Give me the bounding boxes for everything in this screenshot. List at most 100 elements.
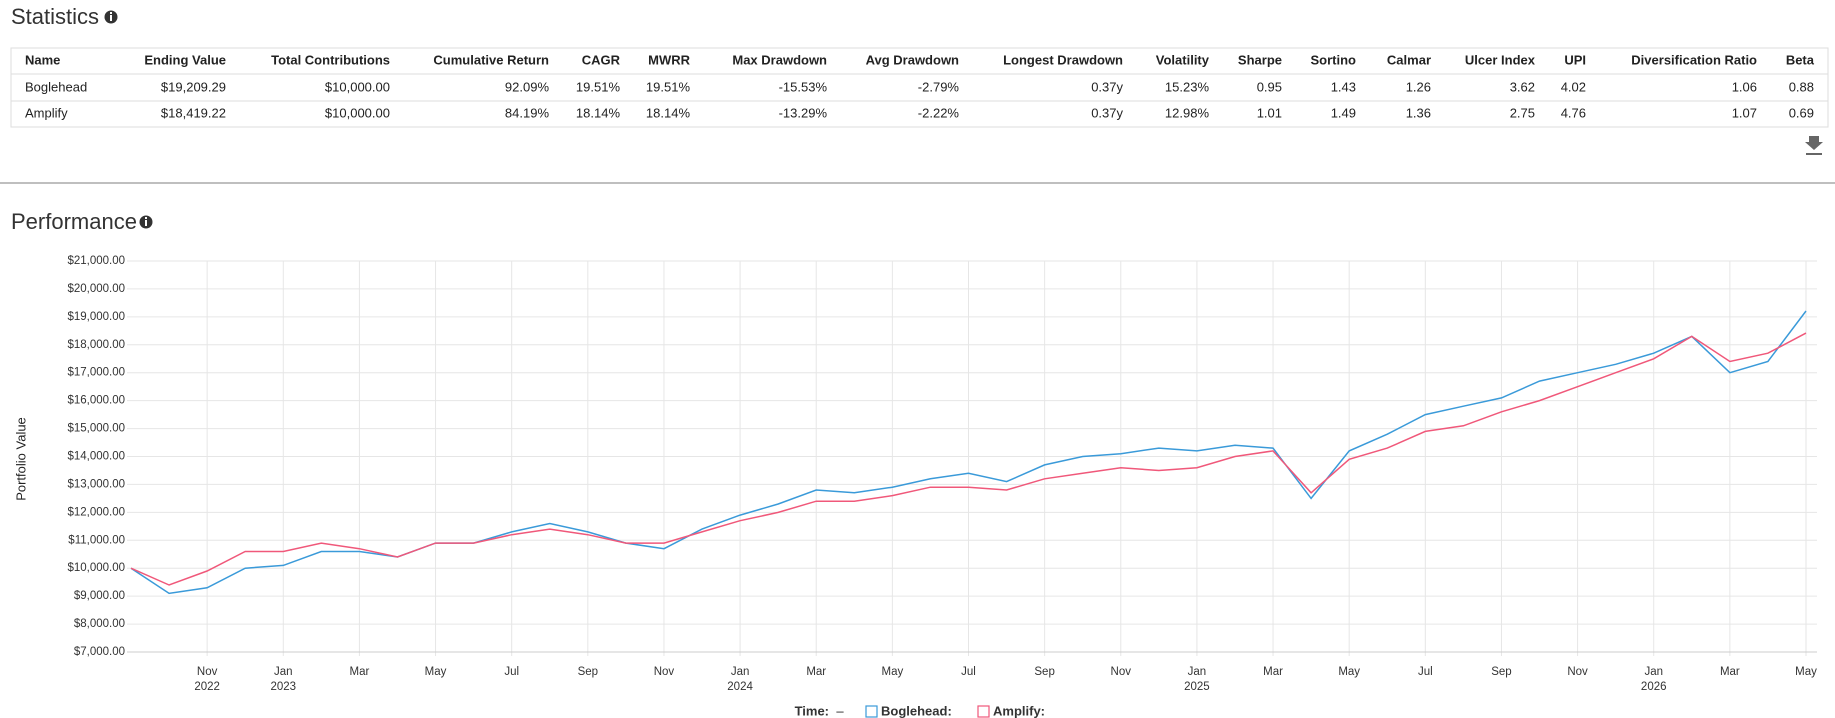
table-cell: 1.01 xyxy=(1257,105,1282,120)
column-header: Longest Drawdown xyxy=(1003,52,1123,67)
info-icon[interactable] xyxy=(139,215,153,229)
table-cell: -2.79% xyxy=(918,79,960,94)
series-line xyxy=(130,332,1807,586)
table-cell: 1.36 xyxy=(1406,105,1431,120)
x-tick-label: Jul xyxy=(504,666,519,678)
x-tick-label: May xyxy=(425,666,447,678)
x-tick-label: Sep xyxy=(578,666,598,678)
legend-item: Amplify: xyxy=(993,703,1045,718)
table-cell: $10,000.00 xyxy=(325,79,390,94)
x-year-label: 2022 xyxy=(194,681,220,693)
table-cell: -13.29% xyxy=(779,105,828,120)
table-cell: 0.69 xyxy=(1789,105,1814,120)
x-tick-label: Jan xyxy=(1644,666,1663,678)
table-cell: 1.26 xyxy=(1406,79,1431,94)
y-tick-label: $15,000.00 xyxy=(67,423,125,435)
table-cell: -2.22% xyxy=(918,105,960,120)
column-header: UPI xyxy=(1564,52,1586,67)
chart-title: Performance xyxy=(11,209,137,234)
table-cell: 3.62 xyxy=(1510,79,1535,94)
table-cell: 0.37y xyxy=(1091,105,1123,120)
table-cell: 4.76 xyxy=(1561,105,1586,120)
table-cell: 19.51% xyxy=(646,79,691,94)
column-header: Diversification Ratio xyxy=(1631,52,1757,67)
table-cell: -15.53% xyxy=(779,79,828,94)
x-year-label: 2024 xyxy=(727,681,753,693)
table-cell: 1.07 xyxy=(1732,105,1757,120)
x-tick-label: Jan xyxy=(731,666,750,678)
download-icon[interactable] xyxy=(1805,136,1823,155)
column-header: Volatility xyxy=(1156,52,1210,67)
table-cell: $18,419.22 xyxy=(161,105,226,120)
column-header: Max Drawdown xyxy=(732,52,827,67)
column-header: Sharpe xyxy=(1238,52,1282,67)
table-cell: $19,209.29 xyxy=(161,79,226,94)
x-year-label: 2023 xyxy=(270,681,296,693)
column-header: Name xyxy=(25,52,60,67)
y-tick-label: $14,000.00 xyxy=(67,451,125,463)
x-tick-label: Mar xyxy=(806,666,826,678)
y-tick-label: $7,000.00 xyxy=(74,646,125,658)
x-tick-label: Mar xyxy=(1720,666,1740,678)
x-tick-label: Jul xyxy=(1418,666,1433,678)
x-tick-label: Sep xyxy=(1034,666,1054,678)
table-cell: 15.23% xyxy=(1165,79,1210,94)
table-cell: 4.02 xyxy=(1561,79,1586,94)
x-tick-label: Mar xyxy=(350,666,370,678)
x-tick-label: Nov xyxy=(1111,666,1132,678)
table-border xyxy=(10,47,1829,128)
table-cell: 18.14% xyxy=(576,105,621,120)
column-header: Avg Drawdown xyxy=(866,52,959,67)
column-header: Ulcer Index xyxy=(1465,52,1536,67)
x-tick-label: Nov xyxy=(654,666,675,678)
x-tick-label: May xyxy=(881,666,903,678)
table-cell: 84.19% xyxy=(505,105,550,120)
y-tick-label: $10,000.00 xyxy=(67,562,125,574)
column-header: Beta xyxy=(1786,52,1815,67)
column-header: MWRR xyxy=(648,52,690,67)
legend-title: Time: xyxy=(795,703,829,718)
y-tick-label: $17,000.00 xyxy=(67,367,125,379)
x-tick-label: Mar xyxy=(1263,666,1283,678)
table-cell: 0.37y xyxy=(1091,79,1123,94)
x-tick-label: Jul xyxy=(961,666,976,678)
table-cell: $10,000.00 xyxy=(325,105,390,120)
column-header: CAGR xyxy=(582,52,621,67)
table-cell: 1.49 xyxy=(1331,105,1356,120)
y-tick-label: $19,000.00 xyxy=(67,311,125,323)
x-tick-label: Nov xyxy=(197,666,218,678)
table-cell: 1.43 xyxy=(1331,79,1356,94)
y-tick-label: $12,000.00 xyxy=(67,506,125,518)
column-header: Total Contributions xyxy=(271,52,390,67)
table-cell: 18.14% xyxy=(646,105,691,120)
table-cell: 2.75 xyxy=(1510,105,1535,120)
legend-swatch xyxy=(977,705,990,718)
y-tick-label: $8,000.00 xyxy=(74,618,125,630)
y-tick-label: $16,000.00 xyxy=(67,395,125,407)
column-header: Calmar xyxy=(1387,52,1431,67)
table-cell: 0.95 xyxy=(1257,79,1282,94)
x-tick-label: May xyxy=(1338,666,1360,678)
legend-swatch xyxy=(865,705,878,718)
statistics-title: Statistics xyxy=(11,4,99,29)
table-cell: 12.98% xyxy=(1165,105,1210,120)
y-tick-label: $9,000.00 xyxy=(74,590,125,602)
table-cell: Amplify xyxy=(25,105,68,120)
y-tick-label: $13,000.00 xyxy=(67,478,125,490)
y-tick-label: $11,000.00 xyxy=(68,534,125,546)
column-header: Ending Value xyxy=(144,52,226,67)
x-tick-label: Jan xyxy=(274,666,293,678)
x-tick-label: Sep xyxy=(1491,666,1511,678)
x-tick-label: Nov xyxy=(1567,666,1588,678)
column-header: Cumulative Return xyxy=(433,52,549,67)
x-year-label: 2026 xyxy=(1641,681,1667,693)
info-icon[interactable] xyxy=(104,10,118,24)
table-cell: 19.51% xyxy=(576,79,621,94)
x-tick-label: May xyxy=(1795,666,1817,678)
y-tick-label: $20,000.00 xyxy=(67,283,125,295)
y-axis-label: Portfolio Value xyxy=(13,417,28,501)
table-cell: 1.06 xyxy=(1732,79,1757,94)
y-tick-label: $21,000.00 xyxy=(67,255,125,267)
column-header: Sortino xyxy=(1311,52,1357,67)
legend-item: Boglehead: xyxy=(881,703,952,718)
